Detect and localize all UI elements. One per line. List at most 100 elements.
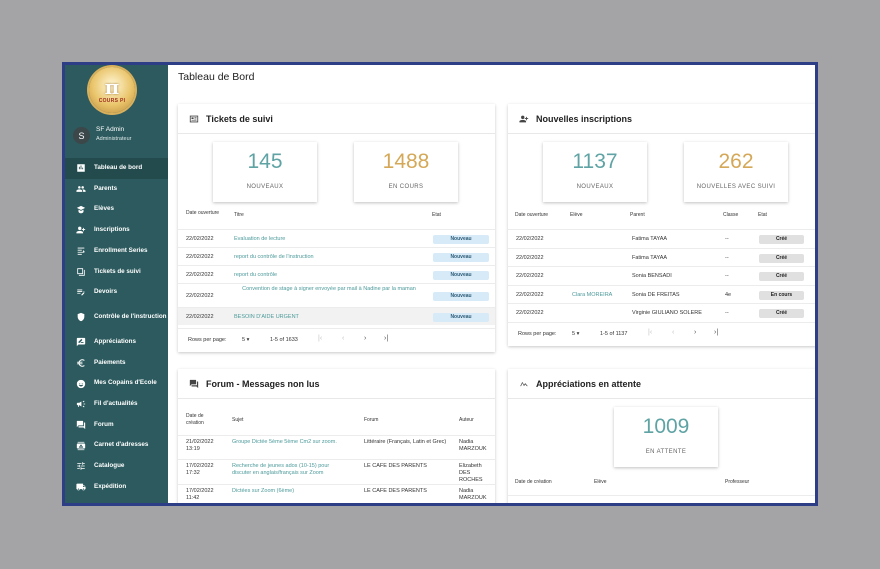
tickets-pagination: Rows per page: 5 ▾ 1-5 of 1633 |‹ ‹ › ›| (178, 328, 495, 352)
user-profile[interactable]: S SF Admin Administrateur (69, 125, 165, 153)
th-date[interactable]: Date de création (515, 479, 552, 485)
sidebar-item-inscriptions[interactable]: Inscriptions (65, 220, 168, 241)
th-date[interactable]: Date ouverture (186, 210, 220, 216)
inscriptions-pagination: Rows per page: 5 ▾ 1-5 of 1137 |‹ ‹ › ›| (508, 322, 815, 346)
stat-label: NOUVELLES AVEC SUIVI (696, 184, 776, 190)
th-forum[interactable]: Forum (364, 417, 379, 423)
th-title[interactable]: Titre (234, 212, 244, 218)
sidebar-item-label: Devoirs (94, 288, 118, 296)
sidebar-item-controle-de-l-instruction[interactable]: Contrôle de l'instruction (65, 303, 168, 332)
stat-value: 1009 (642, 415, 690, 438)
ticket-title-link[interactable]: BESOIN D'AIDE URGENT (234, 313, 299, 320)
table-row[interactable]: 22/02/2022 Fatima TAYAA -- Créé (508, 247, 815, 267)
sidebar-item-parents[interactable]: Parents (65, 179, 168, 200)
last-page-icon[interactable]: ›| (714, 329, 719, 336)
table-row[interactable]: 22/02/2022 Fatima TAYAA -- Créé (508, 229, 815, 248)
rows-per-page-select[interactable]: 5 ▾ (572, 331, 580, 337)
table-row[interactable]: 22/02/2022 BESOIN D'AIDE URGENT Nouveau (178, 307, 495, 325)
prev-page-icon[interactable]: ‹ (342, 335, 345, 342)
table-row[interactable]: 22/02/2022 Evaluation de lecture Nouveau (178, 229, 495, 247)
table-row[interactable]: 22/02/2022 Convention de stage à signer e… (178, 283, 495, 307)
stat-appreciations-pending[interactable]: 1009 EN ATTENTE (614, 407, 718, 467)
cell-class: -- (725, 273, 729, 279)
user-role: Administrateur (96, 136, 132, 142)
tickets-card-header: Tickets de suivi (178, 104, 495, 134)
table-row[interactable]: 22/02/2022 Sonia BENSADI -- Créé (508, 266, 815, 285)
sidebar-item-eleves[interactable]: Elèves (65, 199, 168, 220)
appreciations-card: Appréciations en attente 1009 EN ATTENTE… (508, 369, 815, 503)
stat-inscriptions-followup[interactable]: 262 NOUVELLES AVEC SUIVI (684, 142, 788, 202)
forum-subject-link[interactable]: Dictées sur Zoom (6ème) (232, 488, 295, 494)
th-student[interactable]: Elève (570, 212, 583, 218)
th-student[interactable]: Elève (594, 479, 607, 485)
sidebar-item-expedition[interactable]: Expédition (65, 477, 168, 498)
page-range: 1-5 of 1633 (270, 337, 298, 343)
first-page-icon[interactable]: |‹ (648, 329, 653, 336)
people-icon (76, 184, 86, 194)
ticket-title-link[interactable]: report du contrôle de l'instruction (234, 253, 314, 260)
stat-tickets-in-progress[interactable]: 1488 EN COURS (354, 142, 458, 202)
sidebar-item-enrollment-series[interactable]: Enrollment Series (65, 241, 168, 262)
sidebar-item-carnet-d-adresses[interactable]: Carnet d'adresses (65, 435, 168, 456)
next-page-icon[interactable]: › (364, 335, 367, 342)
cours-pi-logo[interactable]: π COURS PI (89, 67, 135, 113)
inscriptions-card-header: Nouvelles inscriptions (508, 104, 815, 134)
cell-date: 22/02/2022 (516, 273, 544, 279)
megaphone-icon (76, 399, 86, 409)
inscriptions-card-title: Nouvelles inscriptions (536, 113, 633, 124)
stat-label: EN COURS (388, 184, 424, 190)
sidebar-item-appreciations[interactable]: Appréciations (65, 332, 168, 353)
table-row[interactable]: 22/02/2022 report du contrôle Nouveau (178, 265, 495, 283)
forum-subject-link[interactable]: Groupe Dictée 5ème 5ème Cm2 sur zoom. (232, 439, 337, 445)
sidebar-item-catalogue[interactable]: Catalogue (65, 456, 168, 477)
rows-per-page-select[interactable]: 5 ▾ (242, 337, 250, 343)
cell-date: 22/02/2022 (186, 313, 214, 320)
cell-class: -- (725, 254, 729, 261)
table-row[interactable]: 22/02/2022 Clara MOREIRA Sonia DE FREITAS 4… (508, 284, 815, 304)
first-page-icon[interactable]: |‹ (318, 335, 323, 342)
sidebar-item-tickets-de-suivi[interactable]: Tickets de suivi (65, 261, 168, 282)
th-subject[interactable]: Sujet (232, 417, 244, 423)
forum-subject-link[interactable]: Recherche de jeunes ados (10-15) pour di… (232, 463, 330, 476)
cell-date: 22/02/2022 (516, 291, 544, 298)
th-teacher[interactable]: Professeur (725, 479, 750, 485)
th-state[interactable]: Etat (432, 212, 441, 218)
rate-review-icon (76, 337, 86, 347)
sidebar-item-paiements[interactable]: Paiements (65, 353, 168, 374)
stat-inscriptions-new[interactable]: 1137 NOUVEAUX (543, 142, 647, 202)
status-badge: Nouveau (433, 252, 489, 262)
th-state[interactable]: Etat (758, 212, 767, 218)
cell-class: 4e (725, 291, 732, 298)
table-row[interactable]: 22/02/2022 Virginie GIULIANO SOLERE -- Créé (508, 303, 815, 322)
th-parent[interactable]: Parent (630, 212, 645, 218)
th-class[interactable]: Classe (723, 212, 739, 218)
cell-date: 22/02/2022 (186, 292, 214, 299)
sidebar-item-mes-copains-d-ecole[interactable]: Mes Copains d'Ecole (65, 373, 168, 394)
th-author[interactable]: Auteur (459, 417, 474, 423)
table-row[interactable]: 17/02/2022 11:42 Dictées sur Zoom (6ème) L… (178, 484, 495, 503)
stat-tickets-new[interactable]: 145 NOUVEAUX (213, 142, 317, 202)
sidebar-item-tableau-de-bord[interactable]: Tableau de bord (65, 158, 168, 179)
last-page-icon[interactable]: ›| (384, 335, 389, 342)
ticket-title-link[interactable]: Convention de stage à signer envoyée par… (242, 286, 416, 292)
table-row[interactable]: 17/02/2022 17:32 Recherche de jeunes ados… (178, 459, 495, 484)
cell-date: 22/02/2022 (516, 310, 544, 316)
sidebar-item-label: Inscriptions (94, 226, 130, 234)
cell-author: Elizabeth DES ROCHES (459, 463, 483, 483)
next-page-icon[interactable]: › (694, 329, 697, 336)
ticket-title-link[interactable]: report du contrôle (234, 271, 278, 278)
table-row[interactable]: 21/02/2022 13:19 Groupe Dictée 5ème 5ème … (178, 435, 495, 460)
ticket-title-link[interactable]: Evaluation de lecture (234, 235, 286, 242)
prev-page-icon[interactable]: ‹ (672, 329, 675, 336)
student-link[interactable]: Clara MOREIRA (572, 291, 613, 298)
sidebar-item-forum[interactable]: Forum (65, 415, 168, 436)
sidebar-item-fil-d-actualites[interactable]: Fil d'actualités (65, 394, 168, 415)
table-row[interactable]: 22/02/2022 report du contrôle de l'instru… (178, 247, 495, 265)
sidebar-item-devoirs[interactable]: Devoirs (65, 282, 168, 303)
th-date[interactable]: Date ouverture (515, 212, 549, 218)
th-date[interactable]: Date de création (186, 413, 204, 426)
status-badge: Créé (759, 253, 804, 263)
face-icon (76, 379, 86, 389)
cell-parent: Virginie GIULIANO SOLERE (632, 310, 702, 316)
sidebar-item-label: Parents (94, 184, 118, 192)
